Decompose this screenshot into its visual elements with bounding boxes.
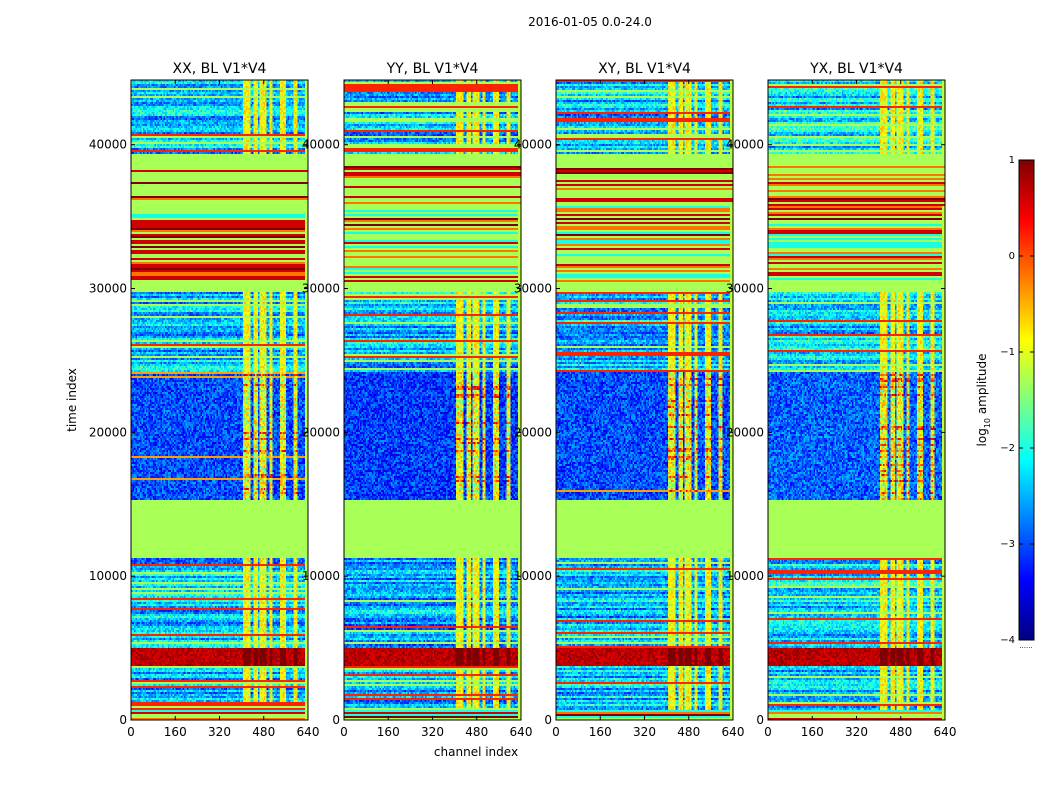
x-tick-label: 640 (297, 725, 320, 739)
y-tick-label: 10000 (514, 569, 552, 583)
x-tick-label: 320 (421, 725, 444, 739)
y-tick-label: 30000 (302, 282, 340, 296)
panel-3: XY, BL V1*V4 0 160 320 480 640 0 10000 20000 3000… (514, 61, 745, 739)
y-tick-label: 20000 (726, 425, 764, 439)
panel-title: YY, BL V1*V4 (386, 61, 479, 77)
x-tick-label: 480 (252, 725, 275, 739)
heatmap-image (131, 80, 308, 720)
x-tick-label: 0 (552, 725, 560, 739)
y-tick-label: 10000 (89, 569, 127, 583)
y-tick-label: 30000 (726, 282, 764, 296)
x-tick-label: 640 (510, 725, 533, 739)
x-tick-label: 480 (889, 725, 912, 739)
colorbar-label: log10 amplitude (975, 354, 992, 447)
x-tick-label: 0 (340, 725, 348, 739)
colorbar-tick-label: −2 (1000, 443, 1015, 454)
y-tick-label: 30000 (514, 282, 552, 296)
panel-4: YX, BL V1*V4 0 160 320 480 640 0 10000 20000 3000… (726, 61, 957, 739)
colorbar: log10 amplitude ...... 1 0 −1 −2 −3 −4 (975, 155, 1035, 650)
y-tick-label: 40000 (514, 138, 552, 152)
y-tick-label: 40000 (302, 138, 340, 152)
colorbar-gradient (1018, 159, 1035, 641)
y-tick-label: 0 (332, 713, 340, 727)
y-tick-label: 0 (544, 713, 552, 727)
panel-title: YX, BL V1*V4 (809, 61, 903, 77)
panel-1: XX, BL V1*V4 0 160 320 480 640 0 10000 20000 3000… (89, 61, 320, 739)
figure-suptitle: 2016-01-05 0.0-24.0 (528, 15, 652, 29)
x-tick-label: 320 (633, 725, 656, 739)
x-tick-label: 160 (801, 725, 824, 739)
y-axis-label: time index (65, 368, 79, 432)
x-tick-label: 160 (164, 725, 187, 739)
y-tick-label: 40000 (726, 138, 764, 152)
panels: XX, BL V1*V4 0 160 320 480 640 0 10000 20000 3000… (89, 61, 957, 739)
panel-title: XX, BL V1*V4 (173, 61, 267, 77)
x-tick-label: 320 (208, 725, 231, 739)
x-tick-label: 640 (934, 725, 957, 739)
y-tick-label: 20000 (89, 425, 127, 439)
y-tick-label: 10000 (726, 569, 764, 583)
y-tick-label: 40000 (89, 138, 127, 152)
y-tick-label: 0 (756, 713, 764, 727)
x-tick-label: 480 (677, 725, 700, 739)
x-tick-label: 0 (127, 725, 135, 739)
colorbar-tick-label: 1 (1009, 155, 1015, 166)
colorbar-footer: ...... (1019, 642, 1032, 650)
heatmap-image (344, 80, 521, 720)
y-tick-label: 0 (119, 713, 127, 727)
heatmap-image (768, 80, 945, 720)
x-tick-label: 320 (845, 725, 868, 739)
colorbar-tick-label: −4 (1000, 635, 1015, 646)
y-tick-label: 20000 (302, 425, 340, 439)
x-tick-label: 0 (764, 725, 772, 739)
x-tick-label: 480 (465, 725, 488, 739)
x-tick-label: 160 (377, 725, 400, 739)
x-tick-label: 160 (589, 725, 612, 739)
y-tick-label: 20000 (514, 425, 552, 439)
colorbar-tick-label: 0 (1009, 251, 1015, 262)
panel-2: YY, BL V1*V4 0 160 320 480 640 0 10000 20000 3000… (302, 61, 533, 739)
heatmap-image (556, 80, 733, 720)
panel-title: XY, BL V1*V4 (598, 61, 691, 77)
y-tick-label: 10000 (302, 569, 340, 583)
colorbar-tick-label: −1 (1000, 347, 1015, 358)
x-axis-label: channel index (434, 745, 518, 759)
colorbar-tick-label: −3 (1000, 539, 1015, 550)
x-tick-label: 640 (722, 725, 745, 739)
y-tick-label: 30000 (89, 282, 127, 296)
